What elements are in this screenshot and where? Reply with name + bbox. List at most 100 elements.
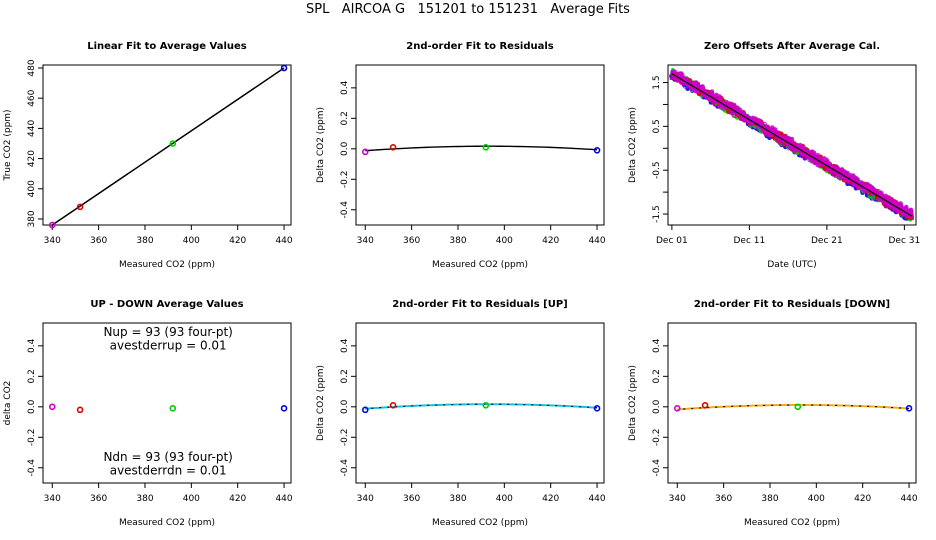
plot-frame — [355, 322, 605, 484]
y-tick-label: -0.2 — [340, 429, 350, 447]
chart-panel-6: 2nd-order Fit to Residuals [DOWN] Measure… — [628, 299, 918, 528]
chart-panel-5: 2nd-order Fit to Residuals [UP] Measured … — [316, 299, 606, 528]
y-tick-label: 0.4 — [340, 338, 350, 353]
chart-title: Linear Fit to Average Values — [87, 41, 247, 52]
y-tick-label: 380 — [27, 210, 37, 227]
data-point — [593, 147, 601, 154]
x-tick-label: 400 — [183, 236, 200, 246]
data-point — [907, 208, 914, 215]
y-tick-label: 0.2 — [652, 369, 662, 383]
figure-title: SPL AIRCOA G 151201 to 151231 Average Fi… — [306, 2, 630, 17]
data-point — [715, 98, 721, 104]
y-tick-label: 1.5 — [652, 75, 662, 89]
fit-curve-dashed — [677, 403, 910, 411]
data-point — [831, 171, 838, 178]
chart-title: 2nd-order Fit to Residuals [DOWN] — [694, 299, 890, 310]
data-point — [482, 143, 490, 151]
data-point — [48, 403, 56, 411]
annotation-text: Ndn = 93 (93 four-pt) — [103, 450, 232, 464]
data-point — [742, 114, 749, 120]
y-tick-label: 400 — [27, 180, 37, 197]
y-axis-label: Delta CO2 (ppm) — [316, 107, 326, 183]
data-point — [76, 203, 84, 211]
data-point — [682, 82, 689, 89]
data-point — [801, 153, 808, 160]
y-tick-label: 0.0 — [340, 141, 350, 156]
y-tick-label: 0.5 — [652, 119, 662, 133]
x-tick-label: 420 — [854, 494, 871, 504]
data-point — [701, 401, 709, 409]
data-point — [820, 160, 827, 167]
x-tick-label: 440 — [588, 494, 605, 504]
data-point — [774, 130, 781, 137]
plot-frame — [667, 322, 917, 484]
y-tick-label: -0.2 — [340, 171, 350, 189]
y-tick-label: -0.5 — [652, 161, 662, 179]
data-point — [677, 71, 683, 78]
chart-title: 2nd-order Fit to Residuals — [406, 41, 554, 52]
x-tick-label: 420 — [229, 236, 246, 246]
data-point — [361, 406, 369, 414]
plot-frame — [42, 64, 292, 226]
x-tick-label: 340 — [44, 494, 61, 504]
data-point — [799, 148, 805, 155]
annotation-text: Nup = 93 (93 four-pt) — [103, 325, 232, 339]
x-axis-label: Measured CO2 (ppm) — [432, 518, 528, 528]
data-point — [361, 148, 369, 156]
x-tick-label: 340 — [669, 494, 686, 504]
plot-frame — [355, 64, 605, 226]
y-tick-label: 0.4 — [652, 338, 662, 353]
x-axis-label: Measured CO2 (ppm) — [119, 518, 215, 528]
data-point — [389, 401, 397, 409]
x-tick-label: 400 — [183, 494, 200, 504]
y-tick-label: 420 — [27, 150, 37, 167]
data-point — [731, 112, 738, 118]
x-tick-label: 360 — [90, 494, 107, 504]
y-tick-label: -0.4 — [340, 459, 350, 477]
y-tick-label: 480 — [27, 59, 37, 76]
x-axis-label: Measured CO2 (ppm) — [119, 260, 215, 270]
data-point — [728, 106, 735, 113]
fit-curve — [365, 145, 598, 152]
x-tick-label: 360 — [403, 494, 420, 504]
data-point — [875, 188, 881, 195]
y-tick-label: -0.4 — [27, 459, 37, 477]
data-point — [280, 64, 288, 72]
y-tick-label: 0.2 — [340, 111, 350, 125]
data-point — [883, 201, 890, 208]
y-tick-label: 440 — [27, 120, 37, 137]
x-tick-label: 360 — [715, 494, 732, 504]
x-tick-label: 420 — [542, 236, 559, 246]
y-tick-label: 0.4 — [340, 80, 350, 95]
x-tick-label: 400 — [496, 236, 513, 246]
x-tick-label: 400 — [808, 494, 825, 504]
data-point — [668, 73, 675, 80]
x-tick-label: Dec 31 — [889, 236, 921, 246]
x-tick-label: 440 — [588, 236, 605, 246]
y-axis-label: Delta CO2 (ppm) — [316, 365, 326, 441]
data-point — [794, 403, 802, 411]
x-tick-label: 440 — [900, 494, 917, 504]
y-axis-label: Delta CO2 (ppm) — [628, 365, 638, 441]
x-tick-label: Dec 11 — [734, 236, 766, 246]
data-point — [899, 207, 906, 213]
data-point — [864, 182, 871, 189]
data-point — [693, 81, 700, 88]
chart-panel-2: 2nd-order Fit to Residuals Measured CO2 (… — [316, 41, 606, 270]
data-point — [815, 161, 822, 168]
data-point — [810, 154, 816, 161]
data-point — [169, 405, 177, 412]
data-point — [747, 117, 754, 124]
chart-panel-3: Zero Offsets After Average Cal. Date (UTC… — [628, 41, 920, 270]
data-point — [888, 201, 895, 207]
data-point — [837, 174, 843, 181]
x-tick-label: 380 — [136, 494, 153, 504]
x-tick-label: 340 — [44, 236, 61, 246]
y-tick-label: 0.0 — [27, 399, 37, 414]
y-axis-label: True CO2 (ppm) — [3, 109, 13, 181]
x-tick-label: 380 — [761, 494, 778, 504]
data-point — [848, 173, 854, 179]
y-tick-label: 0.2 — [27, 369, 37, 383]
data-point — [785, 136, 792, 142]
y-tick-label: -0.2 — [652, 429, 662, 447]
